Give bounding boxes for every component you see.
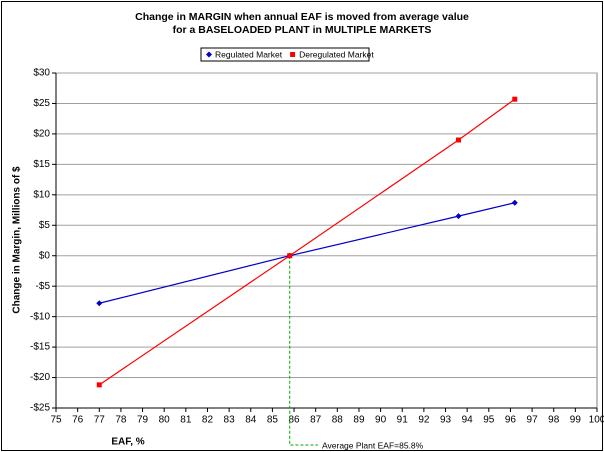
chart-title: Change in MARGIN when annual EAF is move… [135, 11, 469, 23]
marker [512, 96, 518, 102]
x-tick-label: 88 [332, 415, 344, 426]
legend-label: Deregulated Market [299, 49, 374, 59]
x-tick-label: 98 [548, 415, 560, 426]
chart-title: for a BASELOADED PLANT in MULTIPLE MARKE… [173, 24, 432, 36]
marker [96, 382, 102, 388]
x-tick-label: 83 [224, 415, 236, 426]
marker [455, 213, 462, 220]
x-axis-label: EAF, % [111, 437, 144, 448]
x-tick-label: 100 [589, 415, 604, 426]
x-tick-label: 92 [418, 415, 430, 426]
x-tick-label: 99 [570, 415, 582, 426]
x-tick-label: 96 [505, 415, 517, 426]
y-tick-label: -$20 [30, 372, 50, 383]
legend-box [200, 47, 370, 62]
x-tick-label: 95 [483, 415, 495, 426]
x-tick-label: 90 [375, 415, 387, 426]
x-tick-label: 86 [288, 415, 300, 426]
legend-marker [290, 52, 296, 57]
x-tick-label: 93 [440, 415, 452, 426]
x-tick-label: 79 [137, 415, 149, 426]
y-tick-label: $25 [33, 98, 50, 109]
marker [511, 199, 518, 206]
legend-label: Regulated Market [215, 49, 283, 59]
marker [96, 300, 103, 307]
x-tick-label: 84 [245, 415, 257, 426]
y-tick-label: -$5 [36, 281, 51, 292]
series-line [99, 202, 515, 304]
plot-area [55, 72, 598, 409]
x-tick-label: 75 [50, 415, 62, 426]
x-tick-label: 91 [397, 415, 409, 426]
y-tick-label: $20 [33, 129, 50, 140]
x-tick-label: 85 [267, 415, 279, 426]
x-tick-label: 87 [310, 415, 322, 426]
x-tick-label: 81 [180, 415, 192, 426]
y-tick-label: -$10 [30, 311, 50, 322]
annotation-text: Average Plant EAF=85.8% [322, 440, 424, 450]
series-line [98, 98, 516, 386]
y-tick-label: $10 [33, 189, 50, 200]
marker [456, 137, 462, 143]
y-tick-label: $30 [33, 68, 50, 79]
y-tick-label: -$25 [30, 403, 50, 414]
x-tick-label: 78 [115, 415, 127, 426]
x-tick-label: 94 [462, 415, 474, 426]
y-tick-label: $15 [33, 159, 50, 170]
legend-marker [206, 51, 212, 58]
y-tick-label: -$15 [30, 342, 50, 353]
marker [287, 253, 293, 259]
x-tick-label: 77 [94, 415, 106, 426]
y-tick-label: $5 [39, 220, 51, 231]
x-tick-label: 97 [527, 415, 539, 426]
x-tick-label: 76 [72, 415, 84, 426]
x-tick-label: 80 [159, 415, 171, 426]
x-tick-label: 89 [353, 415, 365, 426]
y-axis-label: Change in Margin, Millions of $ [12, 166, 23, 314]
y-tick-label: $0 [39, 250, 51, 261]
x-tick-label: 82 [202, 415, 214, 426]
